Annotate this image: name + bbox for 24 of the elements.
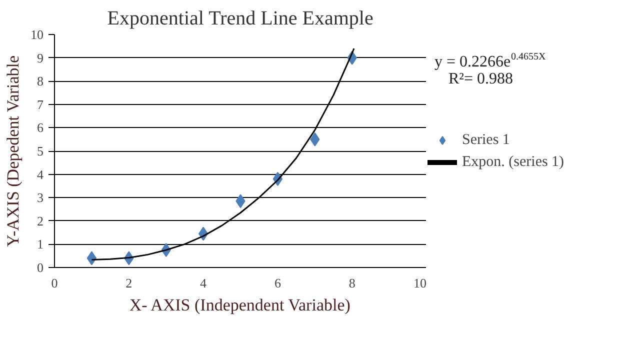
y-axis-title: Y-AXIS (Depedent Variable: [4, 55, 22, 247]
y-tick-label: 9: [37, 50, 44, 66]
y-tick-label: 7: [37, 96, 44, 112]
x-tick-label: 4: [200, 276, 208, 290]
x-tick-label: 8: [348, 276, 356, 290]
y-tick-label: 0: [37, 260, 44, 275]
legend-label: Expon. (series 1): [462, 154, 564, 170]
x-tick-label: 10: [414, 276, 426, 290]
legend-label: Series 1: [462, 132, 510, 148]
y-tick-label: 5: [37, 144, 44, 158]
x-tick-label: 0: [51, 276, 58, 290]
chart-title: Exponential Trend Line Example: [107, 8, 374, 30]
y-tick-label: 10: [30, 27, 44, 42]
x-tick-label: 2: [126, 276, 132, 290]
y-tick-label: 6: [37, 120, 44, 136]
y-tick-label: 1: [37, 236, 44, 252]
text: R²= 0.988: [448, 70, 513, 88]
point: [86, 251, 97, 266]
y-tick-label: 3: [37, 190, 44, 206]
y-tick-label: 4: [37, 166, 44, 182]
x-tick-label: 6: [274, 276, 282, 290]
y-tick-label: 8: [37, 74, 44, 89]
x-axis-title: X- AXIS (Independent Variable): [129, 296, 350, 314]
y-tick-label: 2: [37, 213, 44, 228]
